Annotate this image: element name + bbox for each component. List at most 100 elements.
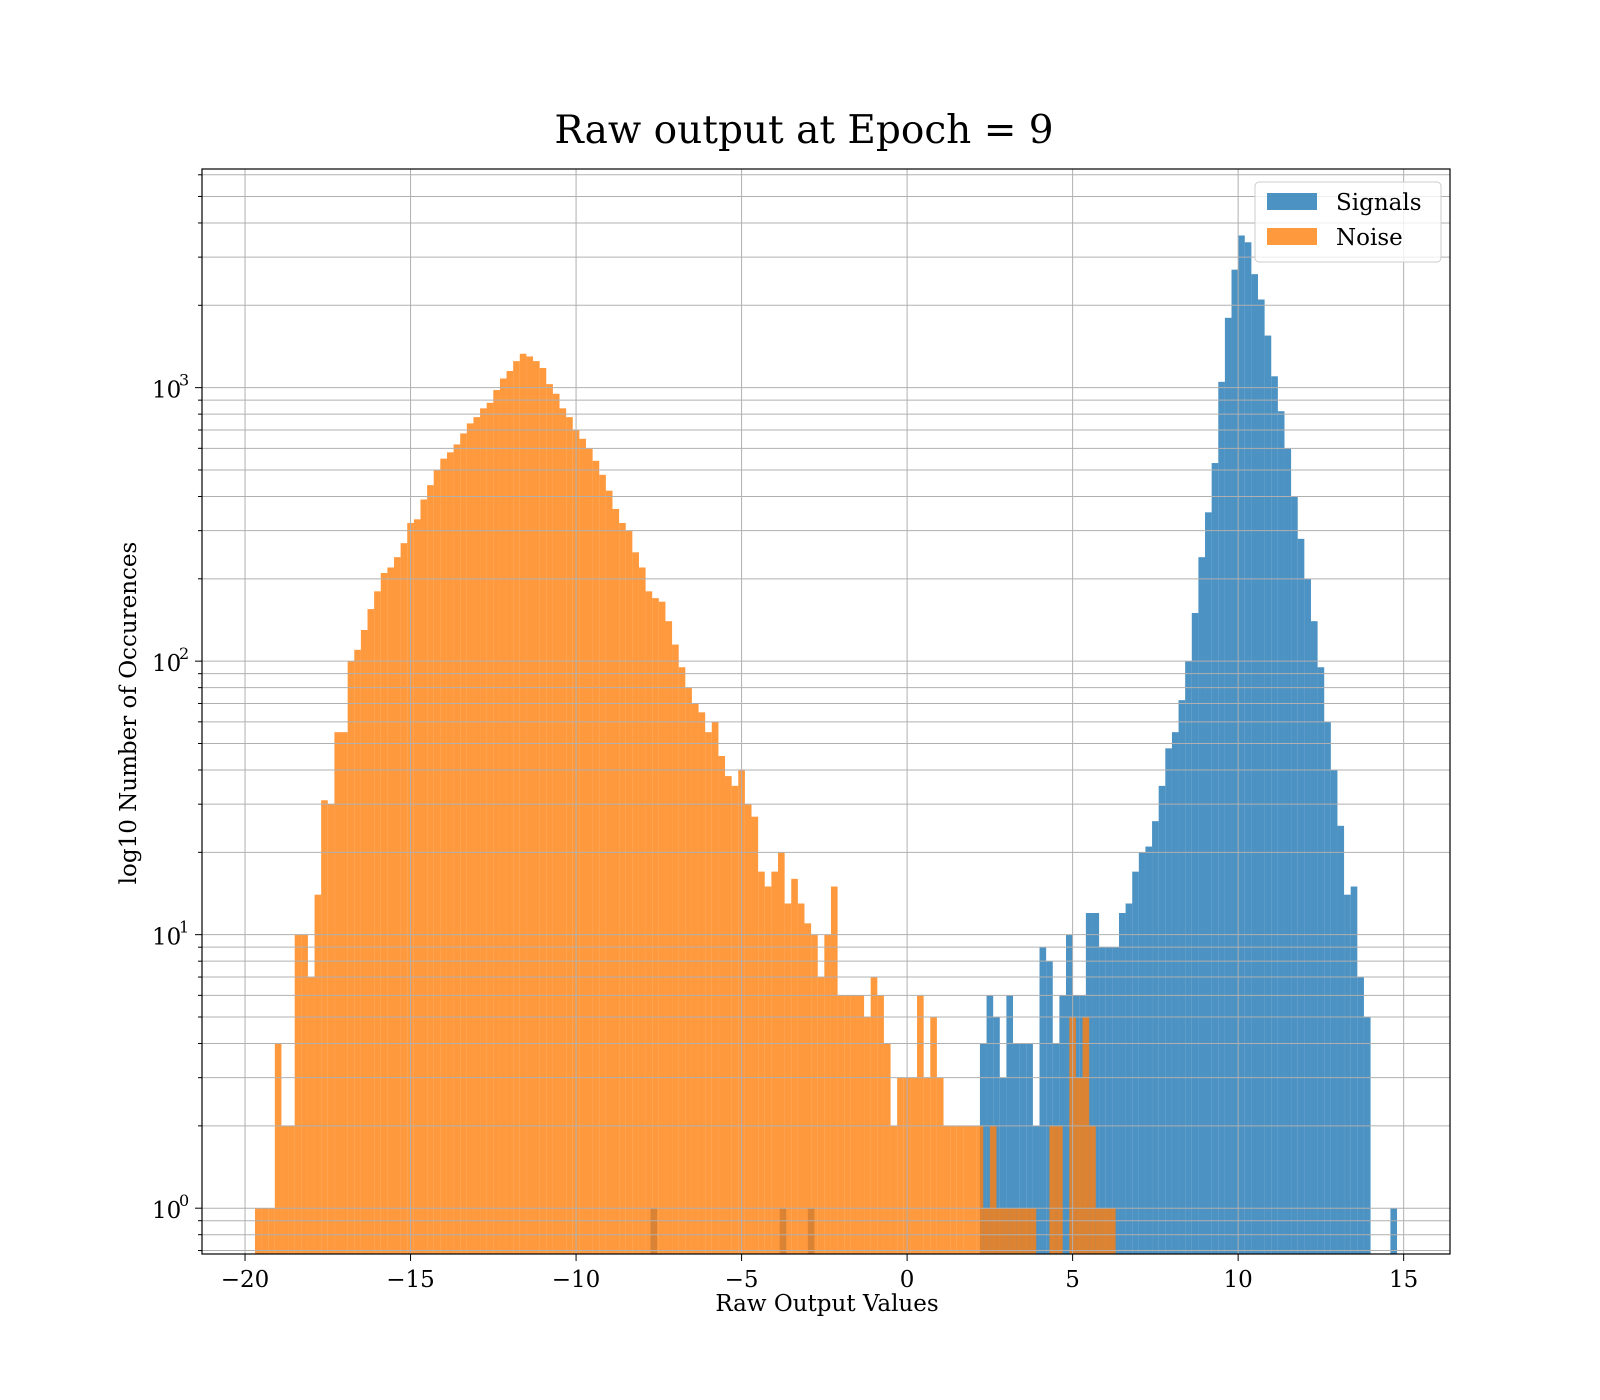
- histogram-bar: [274, 1043, 282, 1254]
- histogram-bar: [294, 934, 302, 1254]
- histogram-bar: [1013, 1043, 1020, 1254]
- histogram-bar: [367, 609, 375, 1254]
- legend-swatch-signals: [1267, 193, 1317, 210]
- histogram-bar: [1102, 1208, 1110, 1254]
- histogram-bar: [850, 995, 858, 1254]
- x-tick-label: −15: [386, 1267, 435, 1293]
- histogram-bar: [797, 903, 805, 1254]
- histogram-bar: [261, 1208, 269, 1254]
- histogram-bar: [1304, 578, 1311, 1254]
- histogram-bar: [288, 1125, 295, 1254]
- histogram-bar: [473, 417, 481, 1254]
- legend-swatch-noise: [1267, 228, 1317, 245]
- histogram-bar: [791, 878, 798, 1254]
- histogram-bar: [1022, 1208, 1030, 1254]
- histogram-bar: [1003, 1208, 1010, 1254]
- histogram-bar: [413, 519, 421, 1254]
- histogram-bar: [380, 573, 388, 1254]
- histogram-bar: [1105, 947, 1113, 1254]
- histogram-bar: [983, 1208, 990, 1254]
- histogram-bar: [1330, 770, 1338, 1254]
- histogram-bar: [1205, 512, 1212, 1254]
- histogram-bar: [1264, 335, 1272, 1254]
- histogram-bar: [1138, 852, 1146, 1254]
- histogram-bar: [910, 1077, 918, 1254]
- histogram-bar: [1198, 557, 1206, 1254]
- histogram-bar: [1277, 411, 1285, 1255]
- bars-layer: [254, 235, 1398, 1255]
- histogram-bar: [857, 995, 865, 1254]
- histogram-bar: [546, 384, 553, 1254]
- histogram-bar: [989, 1125, 997, 1254]
- histogram-bar: [440, 458, 447, 1254]
- y-axis-label: log10 Number of Occurences: [116, 542, 142, 885]
- histogram-bar: [917, 995, 924, 1254]
- histogram-bar: [1211, 463, 1219, 1254]
- grid-layer: [202, 169, 1450, 1254]
- histogram-bar: [665, 621, 673, 1254]
- histogram-bar: [1238, 235, 1245, 1255]
- histogram-bar: [586, 448, 593, 1254]
- histogram-bar: [360, 629, 368, 1254]
- histogram-bar: [453, 444, 461, 1254]
- histogram-bar: [1032, 1125, 1040, 1254]
- histogram-bar: [1016, 1208, 1023, 1254]
- histogram-bar: [976, 1125, 984, 1254]
- histogram-bar: [592, 460, 600, 1255]
- histogram-bar: [1029, 1208, 1037, 1254]
- histogram-bar: [1251, 274, 1258, 1254]
- histogram-bar: [645, 591, 653, 1254]
- histogram-bar: [824, 934, 831, 1254]
- histogram-bar: [347, 661, 355, 1254]
- histogram-bar: [1046, 961, 1053, 1254]
- y-tick-exponent: 2: [179, 644, 189, 663]
- y-tick-label: 100: [152, 1191, 189, 1224]
- histogram-bar: [778, 852, 785, 1254]
- histogram-bar: [1218, 381, 1225, 1255]
- y-tick-base: 10: [152, 925, 181, 951]
- histogram-bar: [321, 800, 328, 1254]
- chart-title: Raw output at Epoch = 9: [554, 108, 1053, 153]
- histogram-bar: [804, 923, 812, 1254]
- histogram-bar: [281, 1125, 289, 1254]
- histogram-bar: [1099, 947, 1106, 1254]
- histogram-bar: [446, 452, 454, 1255]
- histogram-bar: [956, 1125, 964, 1254]
- histogram-bar: [1059, 995, 1066, 1254]
- histogram-bar: [1132, 871, 1139, 1254]
- histogram-bar: [460, 433, 467, 1254]
- histogram-bar: [579, 438, 586, 1254]
- histogram-bar: [1082, 1017, 1090, 1254]
- histogram-bar: [1337, 825, 1345, 1254]
- histogram-bar: [1009, 1208, 1017, 1254]
- histogram-bar: [513, 361, 520, 1254]
- histogram-bar: [599, 474, 606, 1254]
- y-tick-exponent: 3: [179, 371, 189, 390]
- histogram-bar: [307, 977, 315, 1254]
- histogram-bar: [327, 804, 335, 1254]
- histogram-bar: [658, 601, 666, 1254]
- histogram-bar: [837, 995, 845, 1254]
- histogram-bar: [387, 567, 394, 1254]
- histogram-bar: [1284, 448, 1292, 1254]
- histogram-bar: [638, 567, 646, 1254]
- histogram-bar: [1109, 1208, 1116, 1254]
- histogram-bar: [533, 361, 540, 1254]
- histogram-bar: [890, 1125, 898, 1254]
- histogram-bar: [1291, 496, 1298, 1255]
- histogram-bar: [1112, 947, 1119, 1254]
- histogram-bar: [817, 977, 825, 1254]
- histogram-bar: [923, 1077, 931, 1254]
- histogram-bar: [433, 469, 441, 1255]
- histogram-bar: [897, 1077, 904, 1254]
- histogram-bar: [1317, 667, 1325, 1254]
- y-tick-base: 10: [152, 378, 181, 404]
- legend: Signals Noise: [1254, 181, 1442, 263]
- histogram-bar: [1056, 1125, 1063, 1254]
- histogram-bar: [930, 1017, 937, 1254]
- histogram-bar: [950, 1125, 957, 1254]
- histogram-bar: [480, 408, 487, 1255]
- histogram-bar: [864, 1017, 871, 1254]
- y-tick-label: 101: [152, 918, 189, 951]
- x-tick-label: −5: [725, 1267, 759, 1293]
